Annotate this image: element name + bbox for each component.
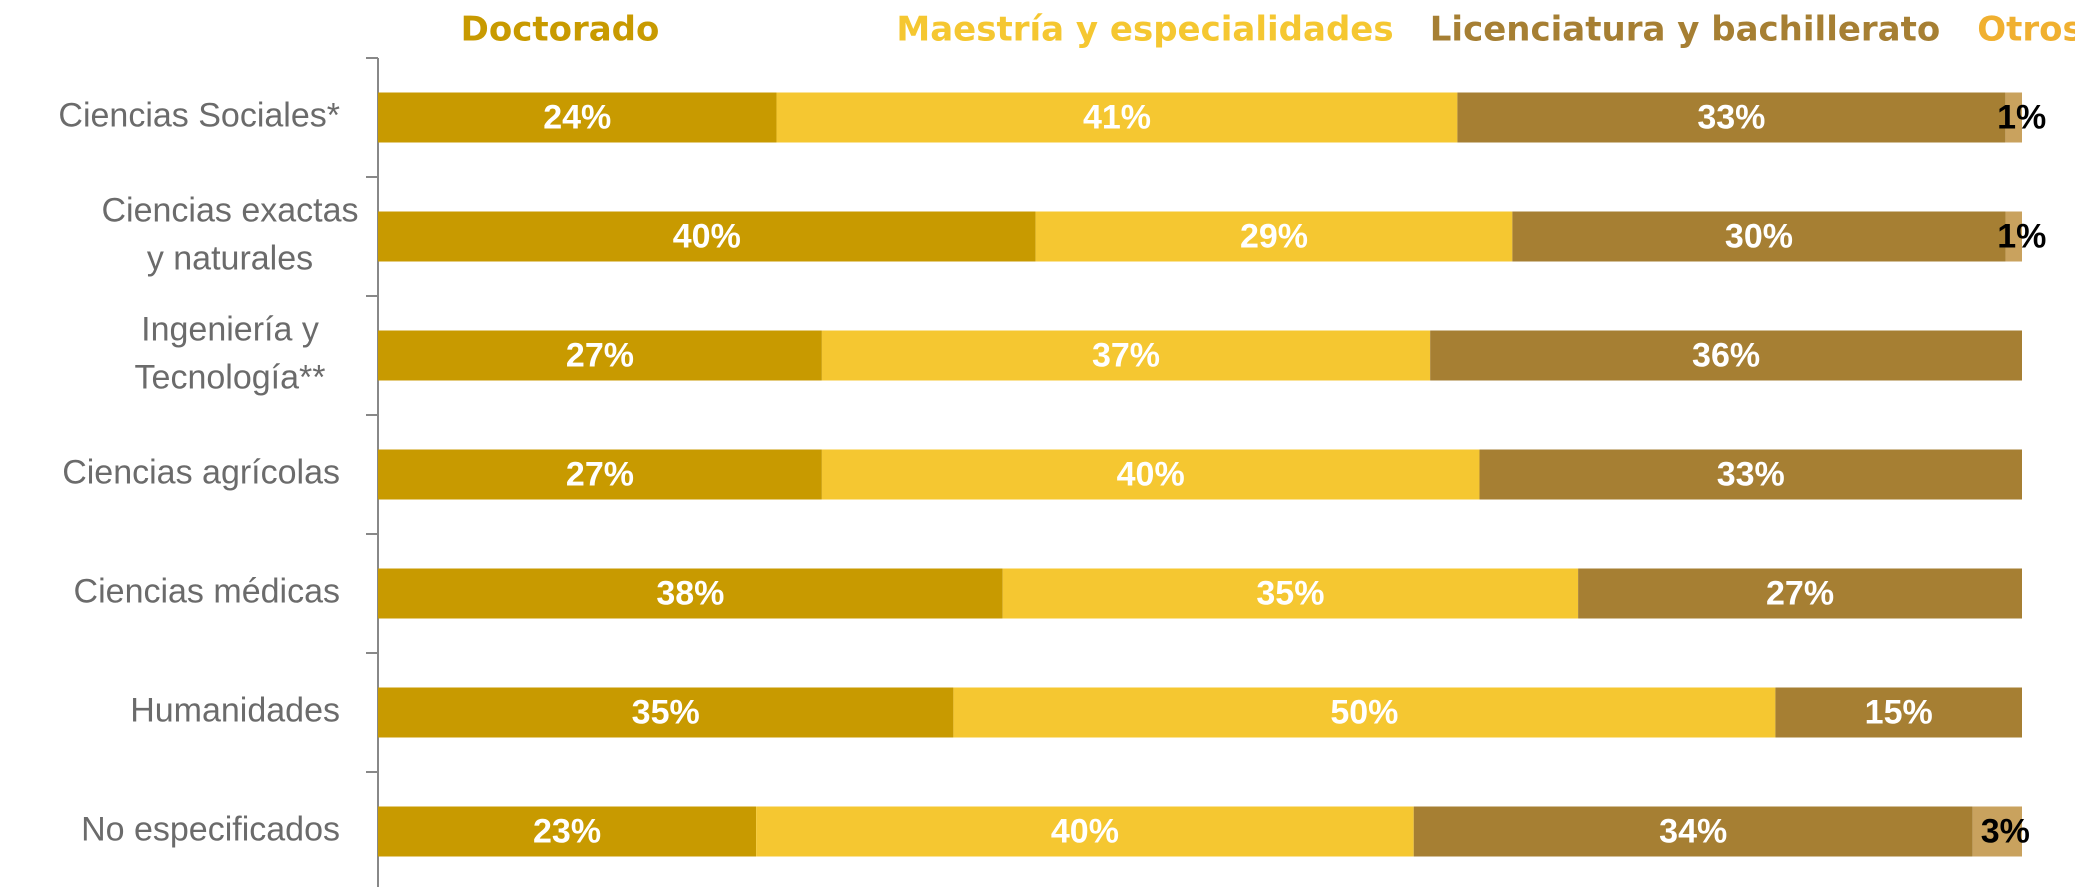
bar-segment xyxy=(776,92,1458,143)
legend-label: Doctorado xyxy=(461,10,660,50)
category-label: Ciencias Sociales* xyxy=(58,96,340,134)
data-label: 29% xyxy=(1240,217,1308,255)
data-label: 24% xyxy=(543,98,611,136)
data-label: 27% xyxy=(1766,574,1834,612)
data-label: 38% xyxy=(656,574,724,612)
data-label: 30% xyxy=(1725,217,1793,255)
data-label: 34% xyxy=(1659,812,1727,850)
legend-label: Maestría y especialidades xyxy=(896,10,1393,50)
bar-segment xyxy=(953,687,1776,738)
bar-segment xyxy=(1512,211,2006,262)
data-label: 15% xyxy=(1865,693,1933,731)
data-label: 1% xyxy=(1997,217,2046,255)
bar-segment xyxy=(378,330,822,381)
bar-segment xyxy=(756,806,1414,857)
bar-segment xyxy=(821,449,1480,500)
data-label: 33% xyxy=(1717,455,1785,493)
data-label: 35% xyxy=(1256,574,1324,612)
bar-segment xyxy=(1002,568,1579,619)
category-label: Ciencias agrícolas xyxy=(62,453,340,491)
legend-label: Licenciatura y bachillerato xyxy=(1430,10,1940,50)
bar-segment xyxy=(378,92,777,143)
data-label: 27% xyxy=(566,455,634,493)
category-label: Ciencias médicas xyxy=(74,572,340,610)
data-label: 41% xyxy=(1083,98,1151,136)
bar-segment xyxy=(1457,92,2006,143)
data-label: 35% xyxy=(632,693,700,731)
bar-segment xyxy=(1775,687,2022,738)
bar-segment xyxy=(1578,568,2022,619)
data-label: 23% xyxy=(533,812,601,850)
bar-segment xyxy=(1035,211,1513,262)
legend-label: Otros xyxy=(1977,10,2075,50)
data-label: 40% xyxy=(1117,455,1185,493)
bar-segment xyxy=(1972,806,2022,857)
bar-segment xyxy=(378,806,757,857)
data-label: 40% xyxy=(673,217,741,255)
data-label: 1% xyxy=(1997,98,2046,136)
data-label: 27% xyxy=(566,336,634,374)
bar-segment xyxy=(2005,92,2022,143)
data-label: 36% xyxy=(1692,336,1760,374)
category-label: Ingeniería y Tecnología** xyxy=(135,310,326,396)
category-label: No especificados xyxy=(81,810,340,848)
data-label: 40% xyxy=(1051,812,1119,850)
data-label: 37% xyxy=(1092,336,1160,374)
bar-segment xyxy=(1479,449,2022,500)
bar-segment xyxy=(378,211,1036,262)
data-label: 50% xyxy=(1330,693,1398,731)
bar-segment xyxy=(2005,211,2022,262)
bar-segment xyxy=(1413,806,1973,857)
bar-segment xyxy=(378,568,1003,619)
bar-segment xyxy=(378,449,822,500)
bar-segment xyxy=(1430,330,2022,381)
data-label: 33% xyxy=(1697,98,1765,136)
data-label: 3% xyxy=(1981,812,2030,850)
bar-segment xyxy=(378,687,954,738)
category-label: Ciencias exactas y naturales xyxy=(101,191,358,277)
category-label: Humanidades xyxy=(130,691,340,729)
bar-segment xyxy=(821,330,1431,381)
